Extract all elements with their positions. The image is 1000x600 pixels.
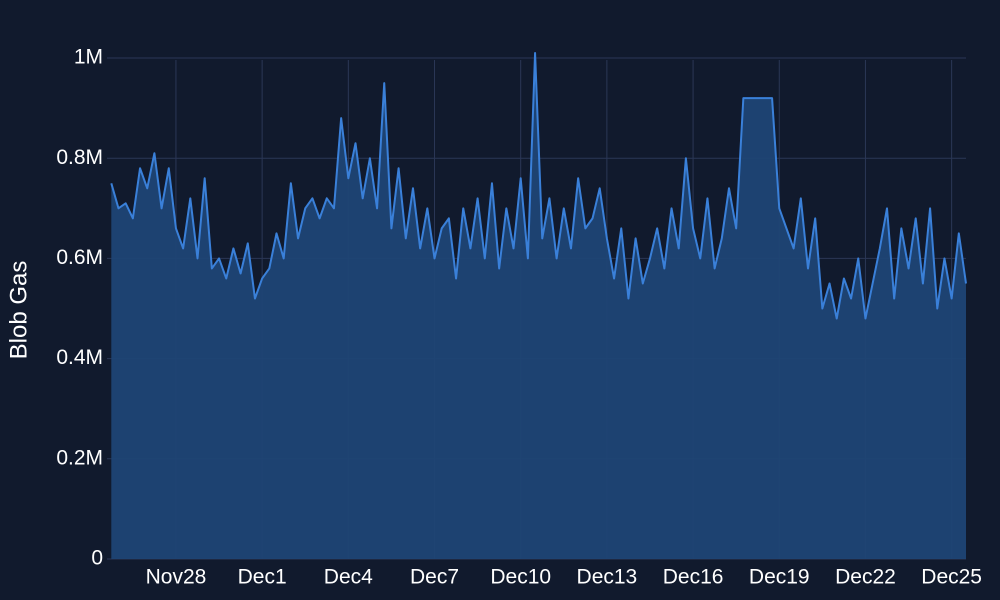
y-tick-label: 0 (91, 547, 103, 570)
y-tick-label: 1M (74, 46, 103, 69)
x-tick-label: Dec4 (324, 566, 373, 589)
y-tick-label: 0.4M (56, 346, 103, 369)
line (110, 52, 967, 320)
x-tick-label: Dec7 (410, 566, 459, 589)
x-tick-label: Dec1 (238, 566, 287, 589)
y-tick-label: 0.2M (56, 446, 103, 469)
x-tick-label: Dec13 (577, 566, 638, 589)
area-fill (111, 53, 966, 559)
x-tick-label: Dec16 (663, 566, 724, 589)
x-tick-label: Dec25 (921, 566, 982, 589)
y-tick-label: 0.8M (56, 146, 103, 169)
x-tick-label: Nov28 (146, 566, 207, 589)
y-axis-label: Blob Gas (5, 261, 32, 360)
x-tick-label: Dec22 (835, 566, 896, 589)
y-tick-label: 0.6M (56, 246, 103, 269)
x-tick-label: Dec19 (749, 566, 810, 589)
x-tick-label: Dec10 (490, 566, 551, 589)
